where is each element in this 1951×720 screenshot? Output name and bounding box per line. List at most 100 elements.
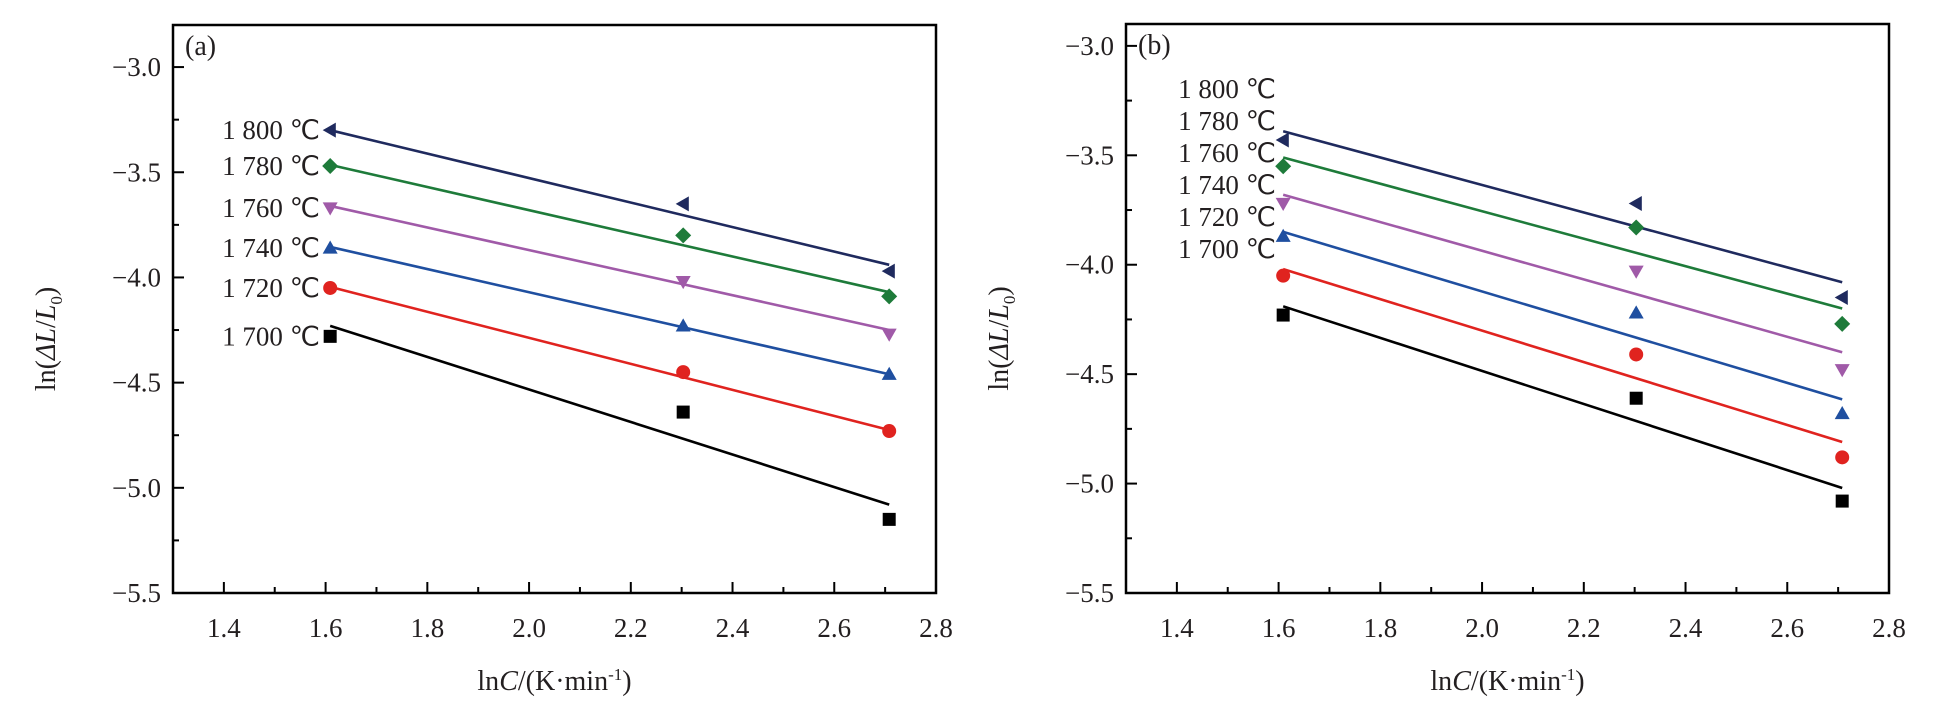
data-point-circle [323,280,338,295]
data-point-diamond [1275,158,1292,175]
fit-line [1282,267,1843,444]
series-1800: 1 800 ℃ [1178,74,1848,306]
fit-line [1282,193,1843,354]
y-axis-title: ln(ΔL/L0) [31,287,66,391]
fit-line [329,128,890,267]
x-axis-title: lnC/(K·min-1) [477,665,631,697]
data-point-triangle-down [1275,197,1291,211]
series-1760: 1 760 ℃ [1178,138,1850,378]
series-1760: 1 760 ℃ [222,193,897,342]
legend-label: 1 700 ℃ [1178,234,1276,264]
x-axis-title: lnC/(K·min-1) [1430,665,1584,697]
series-1780: 1 780 ℃ [1178,106,1851,332]
legend-label: 1 740 ℃ [1178,170,1276,200]
data-point-diamond [322,157,339,174]
y-tick-label: −4.0 [1065,250,1114,280]
data-point-circle [882,424,897,439]
legend-label: 1 760 ℃ [222,193,320,223]
legend-label: 1 700 ℃ [222,321,320,351]
data-point-circle [1629,347,1644,362]
y-tick-label: −3.0 [112,52,161,82]
legend-label: 1 720 ℃ [222,273,320,303]
fit-line [329,285,890,432]
panel-label: (b) [1138,30,1171,61]
y-tick-label: −4.5 [1065,359,1114,389]
x-tick-label: 2.0 [512,613,546,643]
y-tick-label: −5.0 [1065,469,1114,499]
panel-a: 1.4 1.6 1.8 2.0 2.2 2.4 2.6 2.8 −3.0 −3.5 −4.0 −4.5… [31,23,953,697]
data-point-circle [1835,450,1850,465]
x-tick-label: 2.6 [1770,613,1804,643]
fit-line [1282,305,1843,490]
data-point-diamond [1628,219,1645,236]
legend-label: 1 800 ℃ [1178,74,1276,104]
x-tick-label: 1.8 [410,613,444,643]
x-tick-label: 2.6 [817,613,851,643]
fit-line [329,204,890,332]
data-point-triangle-up [322,240,338,254]
data-point-triangle-up [1275,228,1291,242]
y-tick-label: −5.5 [112,578,161,608]
data-point-triangle-left [675,196,689,212]
y-tick-label: −3.5 [1065,140,1114,170]
data-point-square [882,512,896,526]
y-tick-label: −3.0 [1065,31,1114,61]
plot-frame [171,23,938,595]
x-tick-label: 1.6 [1262,613,1296,643]
x-tick-label: 1.8 [1363,613,1397,643]
y-tick-label: −5.0 [112,473,161,503]
data-point-triangle-up [1834,406,1850,420]
data-point-triangle-up [675,318,691,332]
x-tick-label: 2.2 [1567,613,1601,643]
x-tick-label: 2.4 [716,613,750,643]
x-tick-label: 2.2 [614,613,648,643]
y-tick-label: −5.5 [1065,578,1114,608]
legend-label: 1 740 ℃ [222,233,320,263]
y-tick-label: −4.0 [112,262,161,292]
x-tick-label: 2.8 [1872,613,1906,643]
data-point-diamond [675,227,692,244]
series-1700: 1 700 ℃ [1178,234,1849,508]
legend-label: 1 800 ℃ [222,115,320,145]
data-point-square [323,329,337,343]
series-1720: 1 720 ℃ [1178,202,1850,465]
panel-label: (a) [185,31,216,62]
fit-line [329,324,890,506]
series-1720: 1 720 ℃ [222,273,897,439]
data-point-triangle-down [881,328,897,342]
x-tick-label: 2.8 [919,613,953,643]
data-point-triangle-up [881,366,897,380]
data-point-triangle-down [675,276,691,290]
data-point-circle [1276,268,1291,283]
series-1780: 1 780 ℃ [222,151,898,305]
data-point-triangle-left [1628,195,1642,211]
data-point-triangle-left [1834,290,1848,306]
fit-line [329,245,890,376]
data-point-square [1835,494,1849,508]
data-point-square [1276,308,1290,322]
legend-label: 1 720 ℃ [1178,202,1276,232]
data-point-triangle-left [881,263,895,279]
fit-line [1282,129,1843,284]
fit-line [1282,230,1843,401]
data-point-square [676,405,690,419]
legend-label: 1 780 ℃ [222,151,320,181]
y-tick-label: −3.5 [112,157,161,187]
x-tick-label: 2.0 [1465,613,1499,643]
data-point-triangle-down [1628,265,1644,279]
series-1740: 1 740 ℃ [1178,170,1850,420]
series-1740: 1 740 ℃ [222,233,897,380]
data-point-triangle-left [322,122,336,138]
series-1800: 1 800 ℃ [222,115,895,279]
x-tick-label: 1.4 [207,613,241,643]
fit-line [1282,156,1843,310]
data-point-triangle-left [1275,132,1289,148]
x-tick-label: 1.4 [1160,613,1194,643]
data-point-triangle-down [1834,364,1850,378]
series-1700: 1 700 ℃ [222,321,896,526]
legend-label: 1 780 ℃ [1178,106,1276,136]
data-point-circle [676,365,691,380]
data-point-square [1629,391,1643,405]
plot-frame [1124,22,1891,595]
